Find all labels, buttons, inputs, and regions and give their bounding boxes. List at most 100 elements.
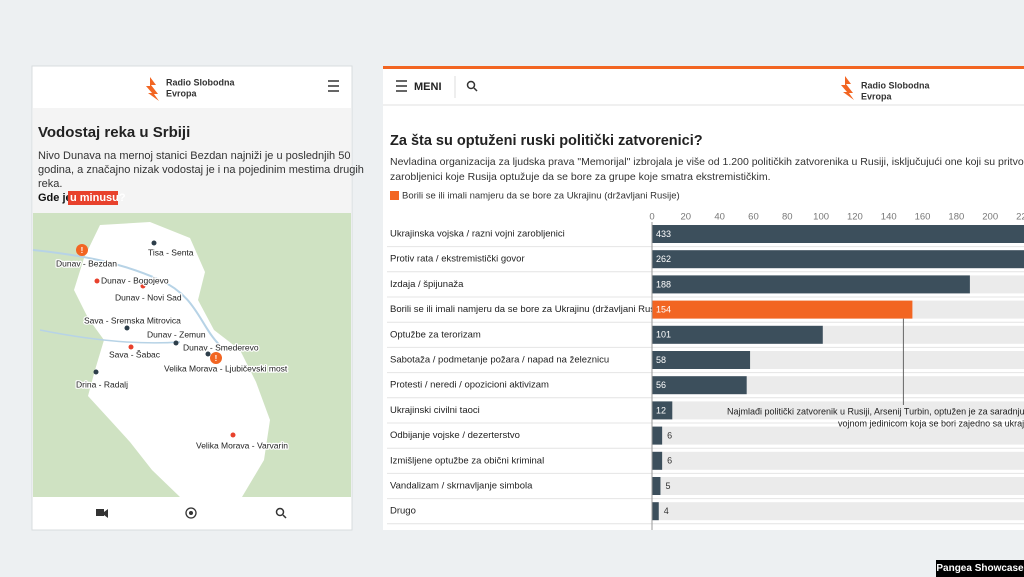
radio-icon[interactable]: [185, 507, 197, 519]
chart-title: Za šta su optuženi ruski politički zatvo…: [390, 133, 703, 149]
bar: [652, 250, 1024, 269]
footer-text: Pangea Showcase: [936, 563, 1024, 574]
search-icon[interactable]: [275, 507, 287, 519]
paragraph-line: godina, a značajno nizak vodostaj je i n…: [38, 164, 364, 176]
bar: [652, 477, 661, 495]
category-label: Odbijanje vojske / dezerterstvo: [390, 430, 520, 441]
category-label: Drugo: [390, 506, 416, 517]
category-label: Borili se ili imali namjeru da se bore z…: [390, 304, 668, 315]
menu-label[interactable]: MENI: [414, 81, 442, 93]
bar-track: [652, 477, 1024, 495]
map-label: Dunav - Bogojevo: [101, 275, 169, 285]
bar: [652, 325, 823, 344]
video-icon[interactable]: [96, 509, 108, 518]
value-label: 6: [667, 430, 672, 440]
article-title: Vodostaj reka u Srbiji: [38, 124, 190, 141]
chart-subtitle: Nevladina organizacija za ljudska prava …: [390, 156, 1024, 168]
bar: [652, 225, 1024, 243]
svg-text:!: !: [81, 246, 84, 255]
x-tick-label: 60: [748, 212, 759, 223]
value-label: 4: [664, 506, 669, 516]
bar: [652, 275, 970, 294]
footer-badge: [936, 560, 1024, 577]
category-label: Optužbe za terorizam: [390, 329, 481, 340]
bar: [652, 351, 751, 369]
map-label: Velika Morava - Ljubičevski most: [164, 363, 288, 373]
category-label: Sabotaža / podmetanje požara / napad na …: [390, 355, 609, 366]
map-label: Drina - Radalj: [76, 379, 128, 389]
x-tick-label: 180: [948, 212, 964, 223]
highlight-bg: [68, 191, 118, 205]
paragraph-line: Nivo Dunava na mernoj stanici Bezdan naj…: [38, 150, 350, 162]
bar-track: [652, 401, 1024, 420]
logo-text: Radio Slobodna: [166, 77, 235, 87]
value-label: 58: [656, 355, 666, 365]
bar: [652, 426, 663, 445]
x-tick-label: 100: [813, 212, 829, 223]
bar: [652, 502, 659, 521]
value-label: 262: [656, 254, 671, 264]
category-label: Izdaja / špijunaža: [390, 279, 464, 290]
category-label: Protiv rata / ekstremistički govor: [390, 254, 525, 265]
bottom-nav: [33, 497, 351, 529]
link-highlight[interactable]: u minusu?: [70, 192, 126, 204]
desktop-panel: MENI Radio Slobodna Evropa Za šta su opt…: [383, 66, 1024, 530]
map-label: Dunav - Bezdan: [56, 258, 117, 268]
map-label: Dunav - Zemun: [147, 329, 206, 339]
annotation: Najmlađi politički zatvorenik u Rusiji, …: [727, 406, 1024, 416]
menu-button[interactable]: [396, 80, 407, 92]
search-icon[interactable]: [466, 80, 478, 92]
annotation: vojnom jedinicom koja se bori zajedno sa…: [838, 418, 1024, 428]
category-label: Protesti / neredi / opozicioni aktivizam: [390, 380, 549, 391]
value-label: 154: [656, 304, 671, 314]
x-tick-label: 40: [714, 212, 725, 223]
chart-subtitle: zarobljenici koje Rusija optužuje da se …: [390, 171, 771, 183]
legend-label: Borili se ili imali namjeru da se bore z…: [402, 191, 680, 202]
bar: [652, 451, 663, 470]
category-label: Ukrajinski civilni taoci: [390, 405, 480, 416]
value-label: 433: [656, 229, 671, 239]
logo-icon: [841, 76, 854, 100]
map-label: Tisa - Senta: [148, 247, 194, 257]
logo-text: Radio Slobodna: [861, 80, 930, 90]
bar-track: [652, 502, 1024, 521]
bar: [652, 401, 673, 420]
category-label: Vandalizam / skrnavljanje simbola: [390, 481, 533, 492]
x-tick-label: 200: [982, 212, 998, 223]
logo-icon: [146, 77, 159, 101]
value-label: 6: [667, 456, 672, 466]
map-label: Sava - Sremska Mitrovica: [84, 315, 181, 325]
bar-track: [652, 451, 1024, 470]
x-tick-label: 20: [681, 212, 692, 223]
link-prefix: Gde je: [38, 192, 72, 204]
bar: [652, 300, 913, 319]
value-label: 56: [656, 380, 666, 390]
category-label: Ukrajinska vojska / razni vojni zaroblje…: [390, 229, 565, 240]
value-label: 5: [665, 481, 670, 491]
category-label: Izmišljene optužbe za obični kriminal: [390, 455, 544, 466]
x-tick-label: 120: [847, 212, 863, 223]
paragraph-line: reka.: [38, 178, 62, 190]
value-label: 188: [656, 279, 671, 289]
x-tick-label: 0: [649, 212, 654, 223]
logo-text: Evropa: [166, 88, 198, 98]
hamburger[interactable]: [328, 80, 339, 92]
map-label: Dunav - Novi Sad: [115, 292, 182, 302]
map-label: Velika Morava - Varvarin: [196, 440, 288, 450]
bar-track: [652, 426, 1024, 445]
svg-text:!: !: [215, 354, 218, 363]
bar: [652, 376, 747, 395]
x-tick-label: 220: [1016, 212, 1024, 223]
chart: Za šta su optuženi ruski politički zatvo…: [387, 133, 1024, 530]
top-border: [383, 66, 1024, 69]
mobile-card: Radio Slobodna Evropa Vodostaj reka u Sr…: [31, 65, 364, 531]
logo-text: Evropa: [861, 91, 893, 101]
map: ! !: [32, 213, 351, 497]
value-label: 101: [656, 330, 671, 340]
x-tick-label: 80: [782, 212, 793, 223]
value-label: 12: [656, 405, 666, 415]
map-label: Sava - Šabac: [109, 349, 161, 359]
legend-swatch: [390, 191, 399, 200]
